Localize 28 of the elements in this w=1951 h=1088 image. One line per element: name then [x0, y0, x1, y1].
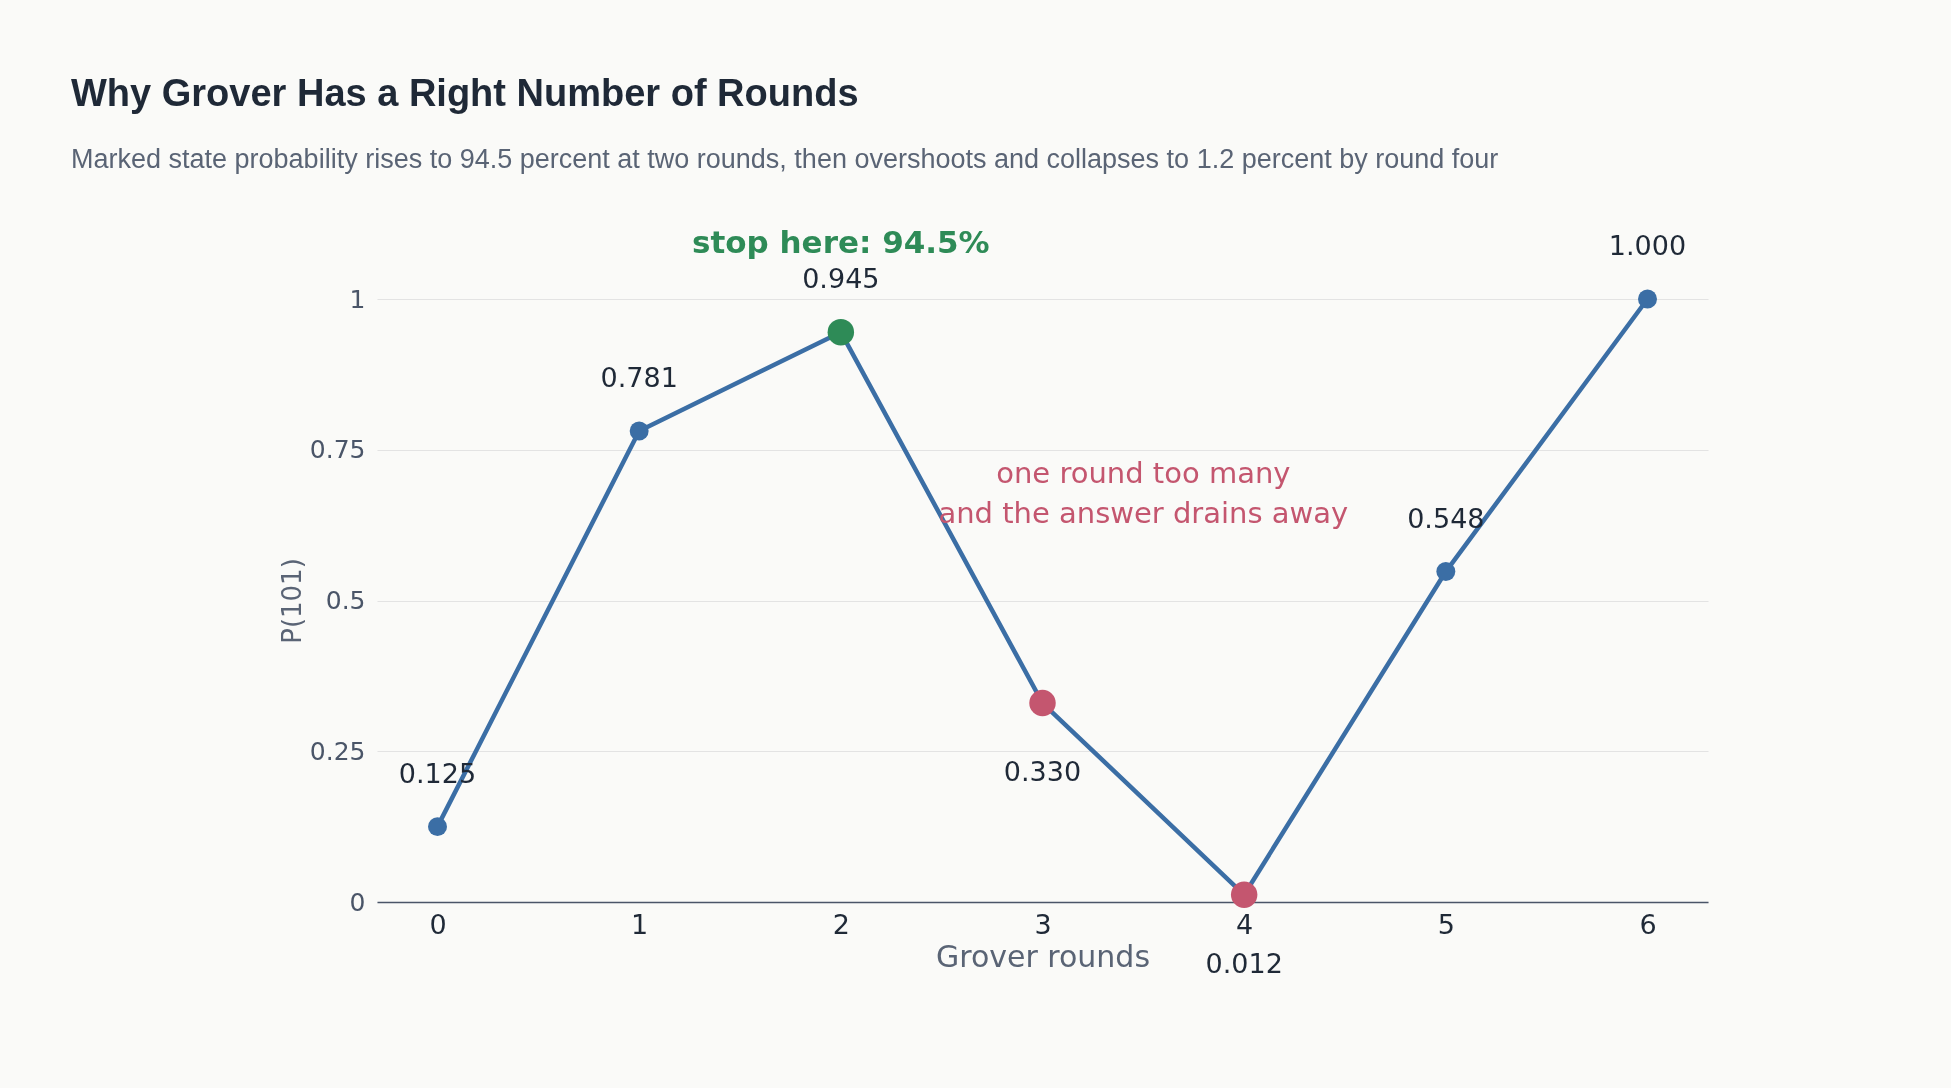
- y-tick-label: 0: [349, 887, 366, 917]
- data-label: 0.781: [600, 362, 678, 394]
- data-label: 0.012: [1205, 947, 1283, 979]
- y-tick-label: 0.25: [309, 736, 366, 766]
- x-tick-label: 5: [1437, 908, 1455, 940]
- point: [428, 817, 447, 837]
- y-tick-label: 0.5: [325, 586, 366, 615]
- chart-subtitle: Marked state probability rises to 94.5 percent at two rounds, then overshoots and collapses to 1.2 percent by round four: [71, 144, 1499, 175]
- annotation: one round too many and the answer drains away: [938, 455, 1349, 530]
- data-label: 0.945: [802, 263, 880, 295]
- x-axis-title: Grover rounds: [935, 938, 1151, 974]
- data-label: 0.548: [1407, 502, 1485, 534]
- data-label: 0.330: [1003, 756, 1082, 788]
- x-tick-label: 1: [631, 908, 649, 940]
- chart-title: Why Grover Has a Right Number of Rounds: [71, 72, 859, 115]
- point: [629, 421, 649, 441]
- point: [1436, 562, 1456, 582]
- y-tick-label: 0.75: [309, 435, 366, 465]
- data-label: 1.000: [1608, 230, 1687, 261]
- y-tick-label: 1: [349, 284, 366, 314]
- annotation: stop here: 94.5%: [691, 224, 990, 261]
- x-tick-label: 2: [832, 908, 850, 940]
- y-axis-title: P(101): [276, 558, 307, 644]
- x-tick-label: 3: [1034, 908, 1052, 940]
- x-tick-label: 4: [1236, 908, 1254, 940]
- x-tick-label: 0: [429, 908, 447, 940]
- point: [1638, 289, 1657, 309]
- x-tick-label: 6: [1639, 908, 1657, 940]
